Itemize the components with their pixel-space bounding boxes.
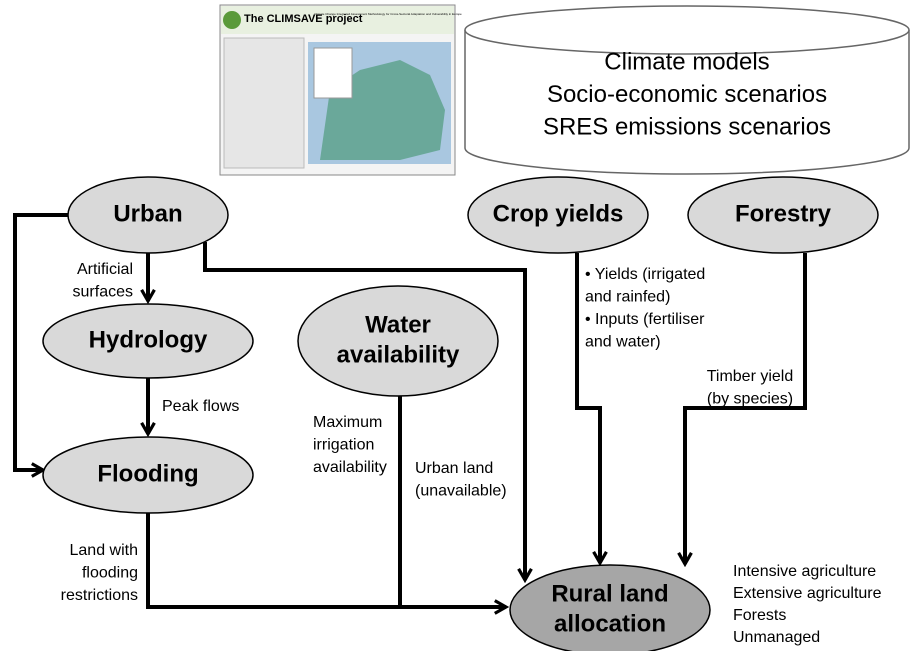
edge-label: Urban land [415, 460, 493, 477]
edge-label: and water) [585, 334, 661, 351]
database-text: SRES emissions scenarios [543, 113, 831, 140]
diagram: The CLIMSAVE project Climate Change Inte… [0, 0, 911, 651]
node-label: Urban [113, 200, 182, 227]
screenshot-subtitle: Climate Change Integrated Assessment Met… [314, 12, 462, 16]
node-label: Water [365, 311, 431, 338]
edge-label: surfaces [73, 284, 133, 301]
node-label: Crop yields [493, 200, 624, 227]
database-text: Climate models [604, 48, 769, 75]
output-label: Unmanaged [733, 629, 820, 646]
node-label: Forestry [735, 200, 832, 227]
edge-label: (unavailable) [415, 483, 507, 500]
database-text: Socio-economic scenarios [547, 81, 827, 108]
output-label: Extensive agriculture [733, 585, 882, 602]
edge-label: • Yields (irrigated [585, 266, 705, 283]
edge-label: irrigation [313, 437, 374, 454]
node-label: Hydrology [89, 326, 208, 353]
edge-label: Artificial [77, 261, 133, 278]
node-shape [510, 565, 710, 651]
node-label: allocation [554, 610, 666, 637]
arrow [685, 253, 805, 564]
node-label: Flooding [97, 460, 198, 487]
edge-label: availability [313, 459, 387, 476]
edge-label: flooding [82, 565, 138, 582]
arrow [148, 513, 506, 607]
edge-label: Land with [70, 542, 139, 559]
node-label: Rural land [551, 580, 668, 607]
node-label: availability [337, 341, 460, 368]
output-label: Forests [733, 607, 786, 624]
edge-label: Maximum [313, 414, 382, 431]
screenshot: The CLIMSAVE project Climate Change Inte… [220, 5, 462, 175]
edge-label: (by species) [707, 391, 793, 408]
edge-label: Timber yield [707, 368, 794, 385]
edge-label: restrictions [61, 587, 138, 604]
edge-label: and rainfed) [585, 289, 670, 306]
output-label: Intensive agriculture [733, 563, 876, 580]
edge-label: Peak flows [162, 398, 239, 415]
edge-label: • Inputs (fertiliser [585, 311, 705, 328]
